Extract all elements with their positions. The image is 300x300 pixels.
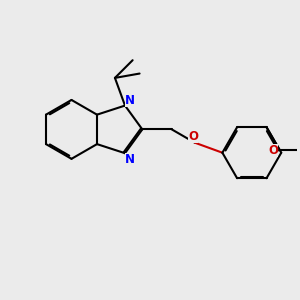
Text: O: O [268, 144, 278, 157]
Text: N: N [125, 94, 135, 107]
Text: O: O [188, 130, 198, 143]
Text: N: N [125, 153, 135, 166]
